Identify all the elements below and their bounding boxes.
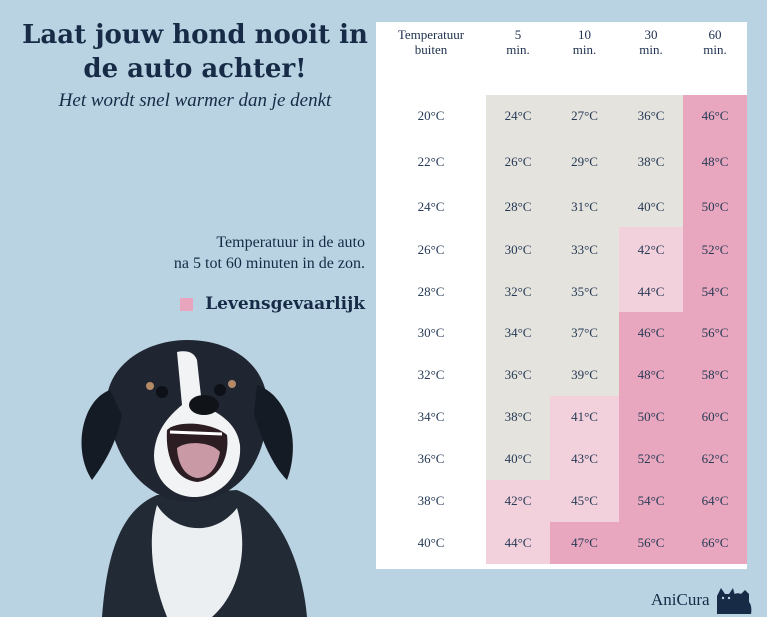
outside-temp-cell: 20°C [417, 108, 445, 123]
outside-temp-cell: 40°C [417, 535, 445, 550]
outside-temp-cell: 38°C [417, 493, 445, 508]
car-temp-cell: 48°C [619, 354, 683, 396]
page-title: Laat jouw hond nooit in de auto achter! [22, 20, 368, 84]
car-temp-cell: 66°C [683, 522, 747, 564]
car-temp-cell: 40°C [486, 438, 550, 480]
car-temp-cell: 45°C [550, 480, 619, 522]
car-temp-cell: 62°C [683, 438, 747, 480]
car-temp-cell: 52°C [619, 438, 683, 480]
car-temp-cell: 39°C [550, 354, 619, 396]
car-temp-cell: 46°C [683, 95, 747, 137]
header-cell-1: 5 min. [506, 27, 530, 57]
legend: Levensgevaarlijk [180, 294, 365, 314]
car-temp-cell: 35°C [550, 272, 619, 312]
cat-dog-logo-icon [716, 588, 751, 614]
car-temp-cell: 54°C [683, 272, 747, 312]
car-temp-cell: 24°C [486, 95, 550, 137]
car-temp-cell: 60°C [683, 396, 747, 438]
outside-temp-cell: 26°C [417, 241, 445, 257]
car-temp-cell: 54°C [619, 480, 683, 522]
car-temp-cell: 29°C [550, 137, 619, 187]
car-temp-cell: 36°C [619, 95, 683, 137]
car-temp-cell: 46°C [619, 312, 683, 354]
car-temp-cell: 34°C [486, 312, 550, 354]
outside-temp-cell: 30°C [417, 325, 445, 340]
caption-line-1: Temperatuur in de auto [216, 234, 365, 251]
car-temp-cell: 41°C [550, 396, 619, 438]
car-temp-cell: 28°C [486, 187, 550, 227]
brand: AniCura [651, 584, 753, 616]
car-temp-cell: 33°C [550, 227, 619, 272]
page-subtitle: Het wordt snel warmer dan je denkt [58, 90, 332, 111]
car-temp-cell: 27°C [550, 95, 619, 137]
car-temp-cell: 47°C [550, 522, 619, 564]
table-caption: Temperatuur in de auto na 5 tot 60 minut… [174, 232, 365, 274]
car-temp-cell: 64°C [683, 480, 747, 522]
car-temp-cell: 48°C [683, 137, 747, 187]
car-temp-cell: 44°C [619, 272, 683, 312]
car-temp-cell: 30°C [486, 227, 550, 272]
car-temp-cell: 38°C [619, 137, 683, 187]
car-temp-cell: 50°C [619, 396, 683, 438]
car-temp-cell: 37°C [550, 312, 619, 354]
legend-swatch [180, 297, 194, 311]
outside-temp-cell: 32°C [417, 367, 445, 382]
car-temp-cell: 42°C [486, 480, 550, 522]
caption-line-2: na 5 tot 60 minuten in de zon. [173, 255, 365, 272]
car-temp-cell: 32°C [486, 272, 550, 312]
car-temp-cell: 56°C [683, 312, 747, 354]
car-temp-cell: 58°C [683, 354, 747, 396]
outside-temp-cell: 36°C [417, 451, 445, 466]
outside-temp-cell: 34°C [417, 409, 445, 424]
brand-name: AniCura [651, 590, 710, 609]
car-temp-cell: 26°C [486, 137, 550, 187]
temperature-table: Temperatuur buiten 5 min. 10 min. 30 min. 60… [376, 22, 747, 569]
car-temp-cell: 40°C [619, 187, 683, 227]
dog-photo [81, 340, 307, 617]
legend-label: Levensgevaarlijk [205, 294, 365, 314]
car-temp-cell: 36°C [486, 354, 550, 396]
header-cell-0: Temperatuur buiten [397, 27, 465, 57]
outside-temp-cell: 24°C [417, 199, 445, 214]
car-temp-cell: 42°C [619, 227, 683, 272]
outside-temp-cell: 22°C [417, 154, 445, 169]
car-temp-cell: 56°C [619, 522, 683, 564]
header-cell-3: 30 min. [639, 27, 663, 57]
car-temp-cell: 38°C [486, 396, 550, 438]
header-cell-4: 60 min. [703, 27, 727, 57]
car-temp-cell: 43°C [550, 438, 619, 480]
header-cell-2: 10 min. [572, 27, 597, 57]
outside-temp-cell: 28°C [417, 284, 445, 299]
car-temp-cell: 31°C [550, 187, 619, 227]
car-temp-cell: 52°C [683, 227, 747, 272]
car-temp-cell: 44°C [486, 522, 550, 564]
car-temp-cell: 50°C [683, 187, 747, 227]
